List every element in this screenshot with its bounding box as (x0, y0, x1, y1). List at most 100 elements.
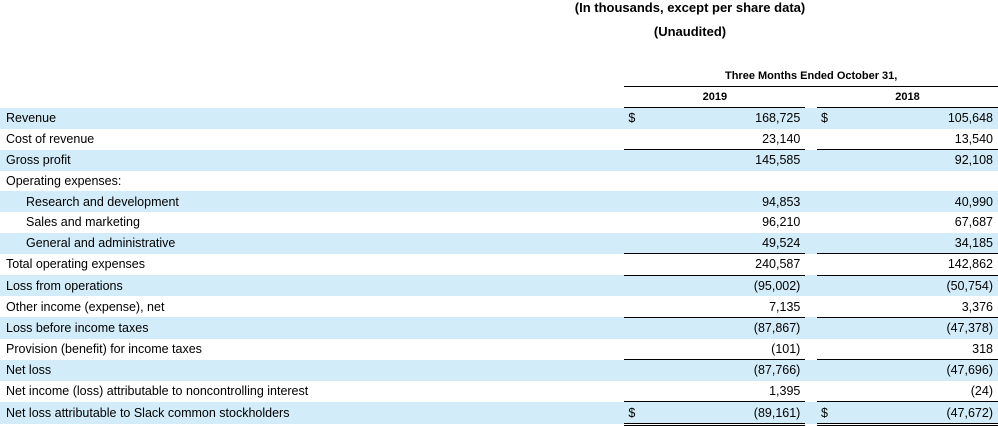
currency (624, 171, 644, 192)
currency (816, 274, 837, 297)
year-header: 2019 (624, 86, 806, 108)
currency (817, 296, 837, 317)
value (837, 171, 998, 192)
value: 145,585 (643, 149, 806, 171)
value: 23,140 (762, 131, 801, 146)
row-label: Total operating expenses (6, 257, 145, 272)
currency: $ (816, 401, 837, 426)
row: Net income (loss) attributable to noncon… (0, 381, 998, 402)
row: Cost of revenue 23,140 13,540 (0, 129, 998, 150)
value: (101) (771, 341, 801, 356)
spacer (805, 381, 817, 402)
value: 7,135 (769, 299, 801, 314)
row: Loss before income taxes (87,867) (47,378) (0, 316, 998, 339)
row-label: Cost of revenue (6, 132, 95, 147)
spacer (805, 339, 817, 360)
value: (89,161) (643, 401, 806, 426)
row-label: General and administrative (0, 232, 625, 254)
spacer (805, 359, 817, 381)
row-label: Operating expenses: (6, 174, 122, 189)
row-label: Net loss (0, 359, 625, 381)
value: 1,395 (769, 384, 801, 399)
row: Gross profit 145,585 92,108 (0, 149, 998, 171)
spacer (805, 212, 817, 233)
value: 3,376 (961, 299, 993, 314)
year-header: 2018 (816, 86, 998, 108)
currency (816, 253, 837, 276)
value: 92,108 (836, 149, 998, 171)
currency: $ (624, 401, 644, 426)
row: Research and development 94,853 40,990 (0, 191, 998, 212)
income-statement: Three Months Ended October 31, 2019 2018 … (0, 66, 998, 426)
spacer (805, 275, 817, 297)
currency (816, 316, 837, 339)
row-label: Loss from operations (0, 275, 625, 297)
spacer (805, 191, 817, 212)
spacer (805, 149, 817, 171)
value: (87,867) (643, 316, 806, 339)
row-label: Gross profit (0, 149, 625, 171)
value: 142,862 (836, 253, 998, 276)
spacer (805, 317, 817, 339)
title: (In thousands, except per share data) (574, 0, 806, 15)
value: 13,540 (954, 131, 993, 146)
value: (24) (970, 384, 993, 399)
row: Net loss (87,766) (47,696) (0, 359, 998, 381)
row: General and administrative 49,524 34,185 (0, 232, 998, 254)
currency (816, 232, 837, 254)
spacer (805, 107, 817, 129)
row-label: Loss before income taxes (0, 317, 625, 339)
currency (624, 212, 644, 233)
row: Revenue $168,725 $105,648 (0, 107, 998, 129)
value: 67,687 (954, 215, 993, 230)
currency (817, 212, 837, 233)
value: (47,672) (836, 401, 998, 426)
currency (816, 359, 837, 381)
row-label: Sales and marketing (26, 215, 140, 230)
currency: $ (816, 107, 837, 129)
spacer (805, 254, 817, 276)
currency (816, 191, 837, 212)
value: 34,185 (836, 232, 998, 254)
row-label: Provision (benefit) for income taxes (6, 342, 202, 357)
spacer (805, 401, 817, 425)
currency (624, 296, 644, 317)
currency (624, 129, 644, 150)
value: (47,696) (836, 359, 998, 381)
currency (817, 171, 837, 192)
row-label: Other income (expense), net (6, 299, 165, 314)
currency (624, 253, 644, 276)
currency (624, 316, 644, 339)
currency (624, 339, 644, 360)
value: 240,587 (643, 253, 806, 276)
currency (816, 149, 837, 171)
value: 168,725 (643, 107, 806, 129)
spacer (805, 296, 817, 317)
value: 94,853 (643, 191, 806, 212)
row: Operating expenses: (0, 171, 998, 192)
subtitle: (Unaudited) (653, 24, 727, 39)
spacer (805, 232, 817, 254)
row-label: Net loss attributable to Slack common st… (0, 401, 625, 425)
value (644, 171, 805, 192)
row: Loss from operations (95,002) (50,754) (0, 274, 998, 297)
value: 105,648 (836, 107, 998, 129)
row-label: Revenue (0, 107, 625, 129)
row: Sales and marketing 96,210 67,687 (0, 212, 998, 233)
period-header: Three Months Ended October 31, (624, 66, 998, 87)
row-label: Net income (loss) attributable to noncon… (6, 384, 309, 399)
value: 49,524 (643, 232, 806, 254)
currency (624, 232, 644, 254)
row: Provision (benefit) for income taxes (101… (0, 339, 998, 360)
currency (817, 381, 837, 402)
value: (50,754) (836, 274, 998, 297)
spacer (805, 129, 817, 150)
currency (817, 129, 837, 150)
currency: $ (624, 107, 644, 129)
currency (624, 274, 644, 297)
currency (624, 381, 644, 402)
value: (87,766) (643, 359, 806, 381)
row: Other income (expense), net 7,135 3,376 (0, 296, 998, 317)
value: (47,378) (836, 316, 998, 339)
